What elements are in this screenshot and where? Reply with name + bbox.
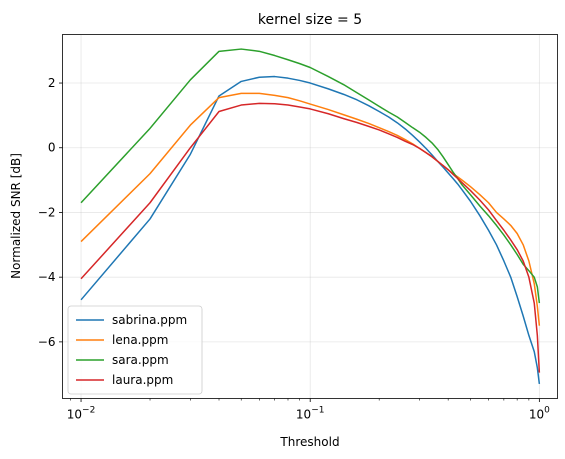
x-tick-label: 10−1 (296, 406, 325, 422)
y-axis-label: Normalized SNR [dB] (9, 153, 23, 279)
series-line-sara-ppm (80, 48, 541, 304)
legend-label: sabrina.ppm (112, 313, 187, 327)
legend: sabrina.ppm lena.ppm sara.ppm laura.ppm (67, 305, 203, 395)
x-axis-label: Threshold (279, 435, 339, 449)
y-tick-label: −6 (38, 335, 56, 349)
axis-ticks: 10−2 10−1 100 2 0 −2 −4 −6 (38, 76, 550, 421)
series-line-laura-ppm (80, 102, 541, 373)
legend-label: lena.ppm (112, 333, 168, 347)
y-tick-label: 0 (48, 141, 56, 155)
legend-box (67, 305, 203, 395)
y-tick-label: 2 (48, 76, 56, 90)
series-line-sabrina-ppm (80, 75, 541, 385)
x-tick-label: 10−2 (67, 406, 96, 422)
series-lines (80, 48, 541, 385)
legend-label: laura.ppm (112, 373, 173, 387)
y-tick-label: −4 (38, 270, 56, 284)
legend-label: sara.ppm (112, 353, 169, 367)
chart-title: kernel size = 5 (258, 12, 362, 28)
y-tick-label: −2 (38, 205, 56, 219)
x-tick-label: 100 (529, 406, 550, 422)
